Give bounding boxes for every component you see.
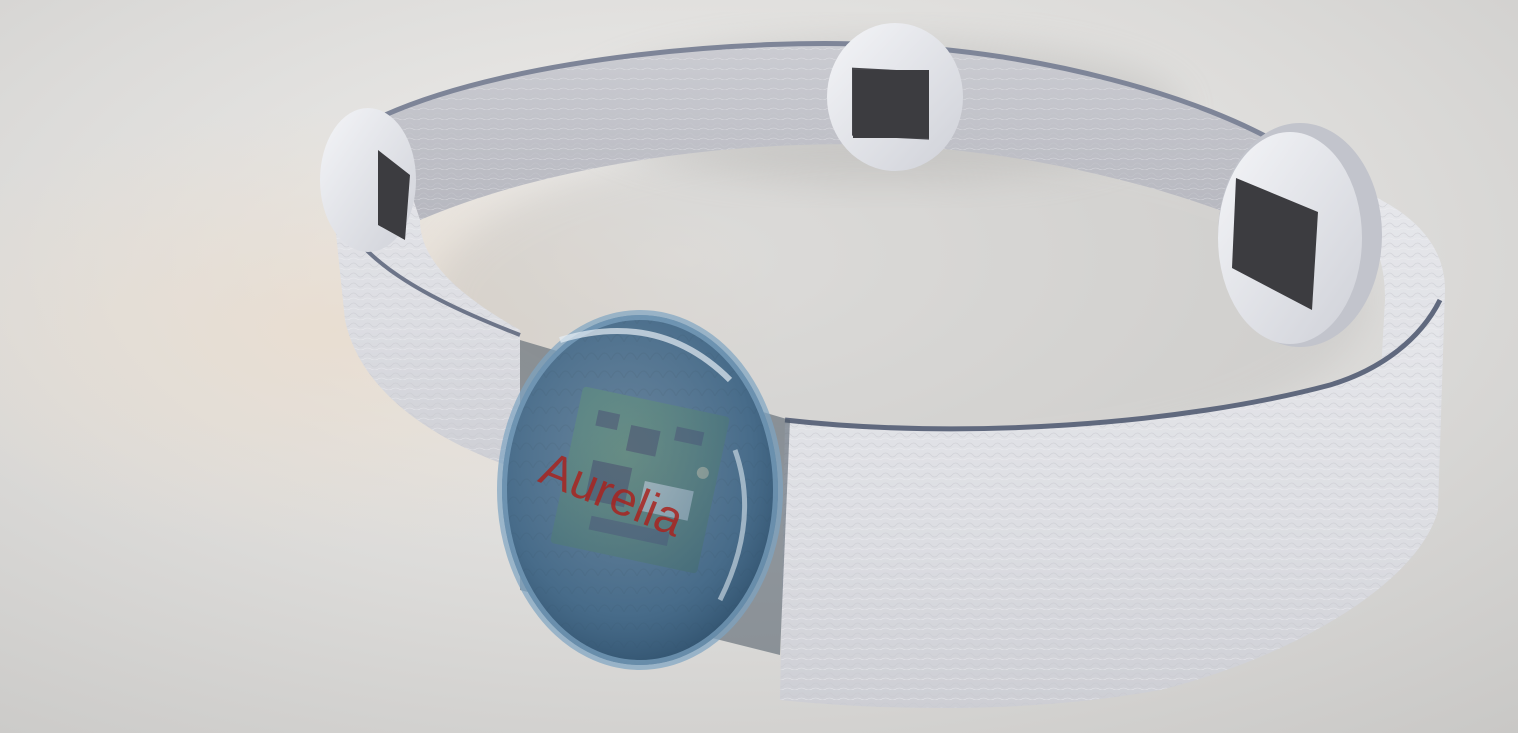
- sensor-pad-icon: [1232, 178, 1318, 310]
- sensor-pod-top: [827, 23, 963, 171]
- sensor-pod-right: [1218, 123, 1382, 347]
- front-lens-module: Aurelia: [497, 310, 790, 670]
- glass-lens-icon: [502, 315, 778, 665]
- sensor-pod-left: [320, 108, 416, 252]
- headband-strap: [330, 41, 1445, 709]
- sensor-pad-icon: [378, 150, 410, 240]
- sensor-pad-icon: [853, 70, 929, 138]
